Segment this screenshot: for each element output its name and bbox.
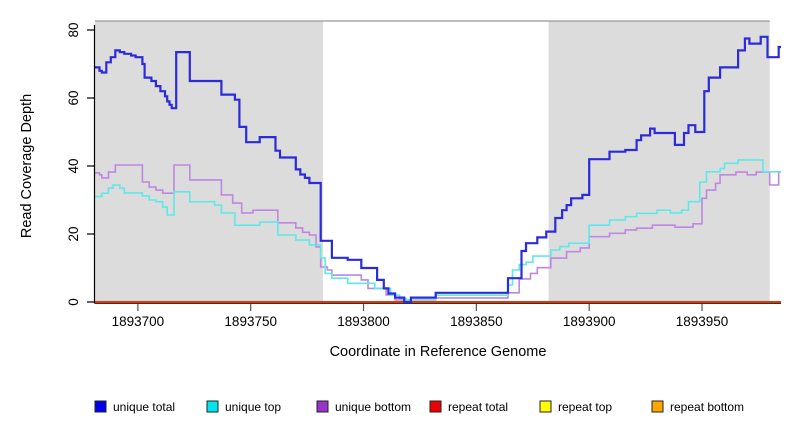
x-tick-label: 1893850 bbox=[450, 314, 503, 329]
legend-swatch bbox=[651, 400, 664, 413]
y-tick-label: 0 bbox=[66, 298, 81, 306]
y-tick-label: 40 bbox=[66, 158, 81, 173]
legend-item-unique-top: unique top bbox=[206, 400, 281, 414]
y-tick-label: 80 bbox=[66, 22, 81, 37]
legend-item-repeat-top: repeat top bbox=[539, 400, 612, 414]
x-axis-title: Coordinate in Reference Genome bbox=[330, 344, 547, 360]
y-tick-label: 20 bbox=[66, 226, 81, 241]
y-tick-label: 60 bbox=[66, 90, 81, 105]
series-unique-total-line bbox=[95, 35, 781, 304]
legend-item-unique-total: unique total bbox=[94, 400, 175, 414]
legend-swatch bbox=[206, 400, 219, 413]
axes-layer: 1893700 1893750 1893800 1893850 1893900 18939… bbox=[66, 22, 781, 329]
x-tick-label: 1893700 bbox=[112, 314, 165, 329]
legend-label: repeat top bbox=[558, 400, 612, 414]
legend-swatch bbox=[94, 400, 107, 413]
legend-item-unique-bottom: unique bottom bbox=[316, 400, 411, 414]
x-tick-label: 1893750 bbox=[224, 314, 277, 329]
shaded-regions-layer bbox=[95, 20, 770, 303]
right-shaded-region bbox=[548, 21, 770, 303]
series-layer bbox=[95, 35, 781, 304]
left-shaded-region bbox=[95, 21, 323, 303]
legend-swatch bbox=[539, 400, 552, 413]
x-tick-label: 1893950 bbox=[676, 314, 729, 329]
legend-label: repeat total bbox=[448, 400, 508, 414]
legend-item-repeat-bottom: repeat bottom bbox=[651, 400, 744, 414]
legend: unique total unique top unique bottom repea… bbox=[94, 400, 744, 414]
y-axis-title: Read Coverage Depth bbox=[19, 94, 35, 238]
x-tick-label: 1893800 bbox=[337, 314, 390, 329]
legend-label: unique top bbox=[225, 400, 281, 414]
legend-swatch bbox=[429, 400, 442, 413]
legend-swatch bbox=[316, 400, 329, 413]
legend-item-repeat-total: repeat total bbox=[429, 400, 508, 414]
legend-label: unique bottom bbox=[335, 400, 411, 414]
x-tick-label: 1893900 bbox=[563, 314, 616, 329]
legend-label: unique total bbox=[113, 400, 175, 414]
legend-label: repeat bottom bbox=[670, 400, 744, 414]
